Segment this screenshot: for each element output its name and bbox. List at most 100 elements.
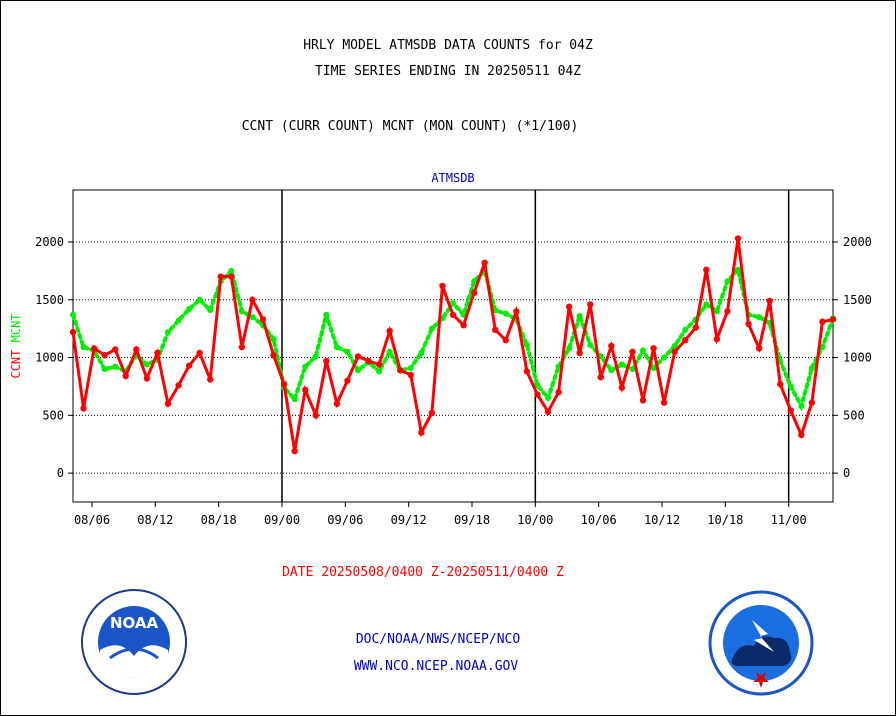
series-mcnt-point-25: [333, 344, 340, 351]
series-ccnt-point-55: [650, 345, 657, 352]
series-ccnt-point-20: [280, 380, 288, 388]
y-tick-label-left-1500: 1500: [35, 293, 64, 307]
series-ccnt-point-36: [449, 311, 457, 318]
series-mcnt-point-17: [249, 314, 256, 321]
series-mcnt-point-61: [713, 308, 720, 315]
series-ccnt-point-7: [143, 375, 151, 382]
series-mcnt-point-45: [545, 395, 551, 401]
series-mcnt-point-38: [471, 278, 478, 285]
series-ccnt-point-23: [312, 412, 319, 419]
series-ccnt-point-47: [565, 303, 573, 310]
series-mcnt-point-33: [418, 349, 425, 356]
website-link[interactable]: WWW.NCO.NCEP.NOAA.GOV: [353, 659, 519, 674]
x-tick-label-10-18: 10/18: [707, 513, 743, 527]
series-ccnt-point-70: [808, 399, 816, 406]
series-ccnt-point-27: [354, 353, 362, 360]
series-ccnt-point-44: [534, 391, 541, 398]
series-mcnt-point-43: [523, 341, 530, 348]
series-mcnt-point-54: [640, 347, 646, 354]
series-mcnt-point-62: [724, 278, 731, 285]
series-ccnt-point-65: [755, 345, 763, 352]
series-ccnt-point-28: [365, 357, 372, 365]
series-mcnt-point-16: [238, 308, 245, 315]
series-mcnt-point-27: [355, 367, 361, 374]
series-ccnt-point-32: [407, 371, 414, 379]
date-range-label: DATE 20250508/0400 Z-20250511/0400 Z: [282, 565, 564, 580]
series-ccnt-point-58: [682, 337, 689, 344]
series-ccnt-point-41: [502, 337, 509, 344]
series-ccnt-point-10: [175, 382, 182, 389]
series-mcnt-point-22: [302, 363, 309, 370]
series-ccnt-point-43: [523, 368, 531, 375]
series-ccnt-point-56: [660, 399, 668, 406]
series-ccnt-point-8: [154, 349, 161, 357]
series-ccnt-point-21: [291, 447, 298, 455]
series-mcnt-point-47: [566, 345, 573, 352]
series-ccnt-point-30: [386, 327, 393, 335]
y-tick-label-left-2000: 2000: [35, 235, 64, 249]
series-ccnt-point-0: [69, 328, 77, 336]
noaa-logo: NOAA: [81, 589, 187, 695]
series-mcnt-point-12: [196, 296, 203, 303]
series-ccnt-point-69: [798, 431, 805, 439]
x-tick-label-09-00: 09/00: [264, 513, 300, 527]
x-tick-label-10-12: 10/12: [644, 513, 680, 527]
x-tick-label-09-06: 09/06: [327, 513, 363, 527]
series-ccnt-point-17: [249, 296, 256, 303]
series-ccnt-point-25: [333, 400, 341, 407]
y-tick-label-right-1000: 1000: [843, 351, 872, 365]
chart-subtitle: CCNT (CURR COUNT) MCNT (MON COUNT) (*1/1…: [241, 119, 579, 134]
series-ccnt-point-12: [196, 349, 203, 357]
x-tick-label-09-18: 09/18: [454, 513, 490, 527]
y-tick-label-left-500: 500: [42, 408, 64, 422]
chart-title-line2: TIME SERIES ENDING IN 20250511 04Z: [314, 64, 582, 79]
x-tick-label-08-12: 08/12: [137, 513, 173, 527]
plot-area: [72, 189, 834, 503]
series-ccnt-point-9: [164, 400, 172, 407]
series-mcnt-point-26: [344, 348, 351, 355]
y-axis-label: CCNT MCNT: [9, 313, 23, 378]
series-mcnt-point-44: [534, 382, 541, 389]
y-tick-label-left-1000: 1000: [35, 351, 64, 365]
series-ccnt-point-48: [576, 349, 583, 357]
series-ccnt-point-24: [323, 357, 330, 365]
chart-title-line1: HRLY MODEL ATMSDB DATA COUNTS for 04Z: [303, 38, 593, 53]
series-mcnt-point-13: [207, 307, 214, 314]
series-ccnt-point-3: [101, 352, 108, 359]
series-ccnt-point-71: [819, 318, 826, 325]
series-mcnt-point-29: [376, 368, 383, 375]
series-ccnt-point-62: [724, 308, 731, 315]
x-tick-label-08-18: 08/18: [201, 513, 237, 527]
series-mcnt-point-36: [450, 300, 456, 307]
y-tick-label-right-0: 0: [843, 466, 850, 480]
series-ccnt-point-31: [397, 367, 404, 374]
series-ccnt-point-11: [185, 362, 193, 369]
x-tick-label-10-00: 10/00: [517, 513, 553, 527]
series-ccnt-point-22: [302, 386, 309, 394]
plot-title: ATMSDB: [431, 171, 474, 185]
series-mcnt-point-11: [186, 306, 193, 313]
series-mcnt-point-65: [756, 314, 763, 321]
series-ccnt-point-19: [270, 352, 277, 359]
series-mcnt-point-4: [112, 363, 119, 370]
y-tick-label-right-1500: 1500: [843, 293, 872, 307]
series-mcnt-point-19: [270, 336, 277, 343]
series-mcnt-point-52: [618, 361, 625, 368]
series-mcnt-point-56: [661, 354, 668, 361]
series-mcnt-point-51: [608, 367, 615, 374]
series-ccnt-point-15: [228, 273, 235, 280]
series-mcnt-point-0: [70, 311, 76, 318]
series-ccnt-point-66: [766, 297, 773, 305]
series-mcnt-point-57: [671, 343, 678, 349]
series-mcnt-point-55: [650, 364, 657, 371]
series-mcnt-point-23: [312, 353, 319, 360]
national-weather-service-logo: [708, 590, 814, 696]
series-ccnt-point-4: [112, 346, 119, 353]
series-mcnt-point-48: [576, 312, 583, 319]
series-ccnt-point-33: [418, 429, 425, 436]
series-mcnt-point-15: [228, 267, 235, 274]
series-mcnt-point-49: [587, 341, 594, 348]
y-tick-label-right-500: 500: [843, 408, 865, 422]
series-ccnt-point-54: [639, 397, 647, 404]
